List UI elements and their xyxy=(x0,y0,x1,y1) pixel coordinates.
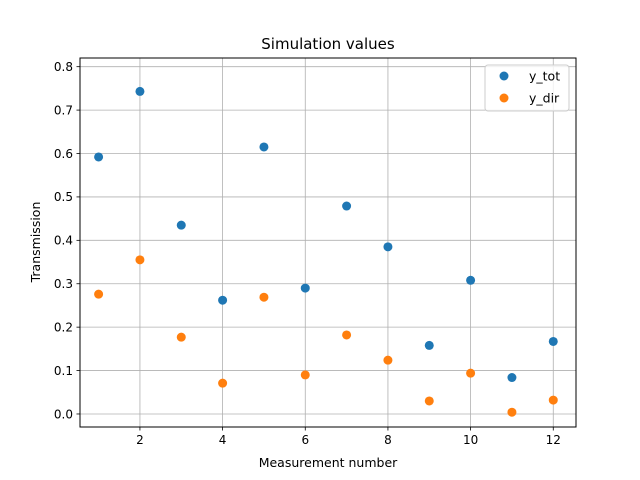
point-y-dir-3 xyxy=(176,332,186,342)
axis-ticks: 2 4 6 8 10 12 0.0 0.1 0.2 0.3 0.4 0.5 0.6 0.7 0.8 xyxy=(54,60,561,447)
grid xyxy=(80,58,576,427)
y-tick-label: 0.0 xyxy=(54,407,73,421)
x-tick-label: 2 xyxy=(136,433,144,447)
point-y-tot-5 xyxy=(259,142,269,152)
chart-title: Simulation values xyxy=(261,35,395,53)
plot-area-frame xyxy=(79,57,577,428)
x-axis-label: Measurement number xyxy=(259,455,398,470)
legend: y_tot y_dir xyxy=(484,64,570,112)
y-tick-label: 0.7 xyxy=(54,103,73,117)
point-y-dir-11 xyxy=(507,407,517,417)
y-tick-label: 0.1 xyxy=(54,364,73,378)
point-y-dir-9 xyxy=(424,396,434,406)
legend-marker-y-dir xyxy=(499,93,509,103)
point-y-dir-7 xyxy=(342,330,352,340)
point-y-dir-1 xyxy=(94,289,104,299)
point-y-dir-5 xyxy=(259,292,269,302)
y-tick-label: 0.6 xyxy=(54,147,73,161)
y-tick-label: 0.8 xyxy=(54,60,73,74)
y-axis-label: Transmission xyxy=(28,202,43,284)
point-y-dir-12 xyxy=(548,395,558,405)
point-y-tot-4 xyxy=(218,295,228,305)
point-y-tot-7 xyxy=(342,201,352,211)
x-tick-label: 6 xyxy=(301,433,309,447)
data-points xyxy=(94,86,558,417)
point-y-dir-6 xyxy=(300,370,310,380)
point-y-tot-8 xyxy=(383,242,393,252)
x-tick-label: 4 xyxy=(219,433,227,447)
y-tick-label: 0.3 xyxy=(54,277,73,291)
point-y-tot-2 xyxy=(135,86,145,96)
legend-marker-y-tot xyxy=(499,71,509,81)
point-y-tot-12 xyxy=(548,336,558,346)
point-y-dir-8 xyxy=(383,355,393,365)
point-y-dir-10 xyxy=(466,368,476,378)
x-tick-label: 8 xyxy=(384,433,392,447)
y-tick-label: 0.2 xyxy=(54,320,73,334)
x-tick-label: 10 xyxy=(463,433,478,447)
point-y-tot-6 xyxy=(300,283,310,293)
point-y-tot-3 xyxy=(176,220,186,230)
legend-label-y-tot: y_tot xyxy=(529,69,560,84)
point-y-tot-10 xyxy=(466,275,476,285)
x-tick-label: 12 xyxy=(546,433,561,447)
point-y-dir-2 xyxy=(135,255,145,265)
y-tick-label: 0.4 xyxy=(54,234,73,248)
point-y-tot-9 xyxy=(424,340,434,350)
legend-label-y-dir: y_dir xyxy=(529,91,560,106)
point-y-tot-11 xyxy=(507,373,517,383)
y-tick-label: 0.5 xyxy=(54,190,73,204)
point-y-dir-4 xyxy=(218,378,228,388)
point-y-tot-1 xyxy=(94,152,104,162)
